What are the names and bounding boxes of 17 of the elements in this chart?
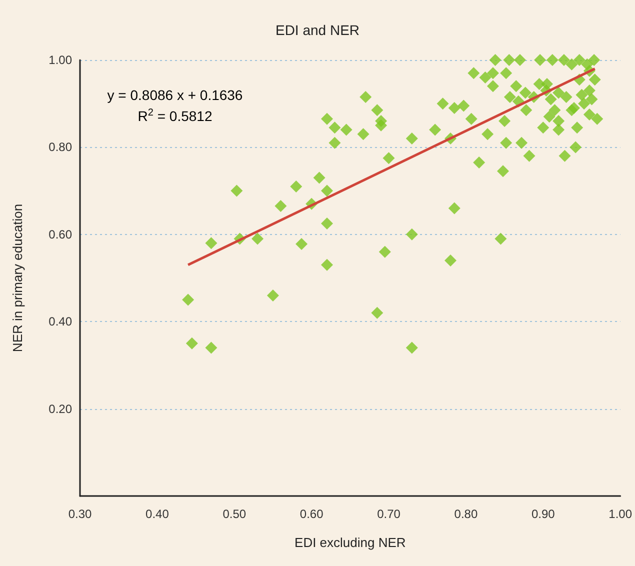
- chart-title: EDI and NER: [275, 22, 360, 38]
- x-tick-label: 0.90: [531, 507, 556, 521]
- y-axis-title: NER in primary education: [10, 204, 25, 352]
- x-tick-label: 0.60: [300, 507, 324, 521]
- x-axis-title: EDI excluding NER: [294, 535, 406, 550]
- x-tick-label: 0.80: [454, 507, 478, 521]
- annotation: y = 0.8086 x + 0.1636: [107, 87, 243, 103]
- x-tick-label: 0.70: [377, 507, 401, 521]
- y-tick-label: 0.40: [48, 314, 72, 329]
- x-tick-label: 0.40: [146, 507, 170, 521]
- x-tick-label: 0.30: [68, 507, 92, 521]
- y-tick-label: 1.00: [48, 53, 72, 67]
- y-tick-label: 0.60: [48, 227, 72, 242]
- x-tick-label: 1.00: [608, 507, 632, 521]
- y-tick-label: 0.20: [48, 402, 72, 416]
- y-tick-label: 0.80: [48, 140, 72, 154]
- x-tick-label: 0.50: [222, 507, 246, 521]
